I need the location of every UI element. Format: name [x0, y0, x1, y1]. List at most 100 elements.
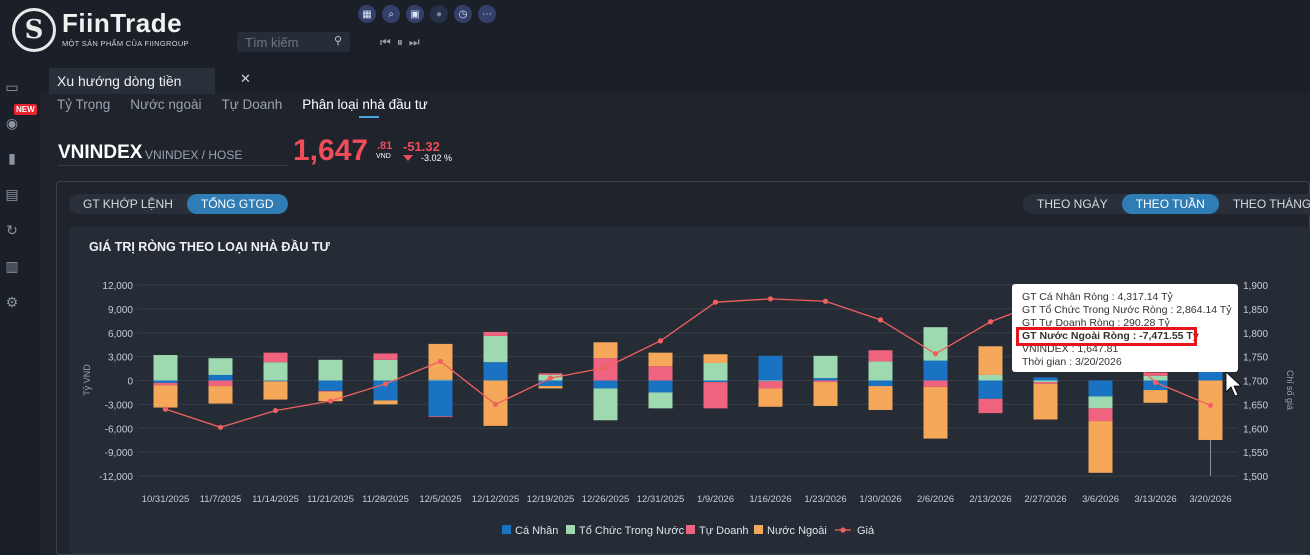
document-icon[interactable]: ▥ [5, 257, 19, 274]
chart-tooltip: GT Cá Nhân Ròng : 4,317.14 Tỷ GT Tổ Chức… [1012, 284, 1238, 372]
y2-tick-label: 1,700 [1243, 377, 1268, 388]
price-point [767, 296, 774, 302]
y2-tick-label: 1,500 [1243, 472, 1268, 483]
tooltip-ca-nhan: GT Cá Nhân Ròng : 4,317.14 Tỷ [1022, 291, 1173, 303]
window-icon[interactable]: ▭ [5, 78, 19, 95]
save-icon[interactable]: ▤ [5, 185, 19, 202]
bar-segment [813, 380, 838, 383]
bar-segment [978, 374, 1003, 381]
bar-segment [318, 359, 343, 381]
gear-icon[interactable]: ⚙ [5, 293, 19, 310]
y2-tick-label: 1,900 [1243, 281, 1268, 292]
y-tick-label: 12,000 [102, 281, 133, 292]
bar-segment [1088, 421, 1113, 473]
search-chart-icon[interactable]: ⌕ [382, 5, 400, 23]
tooltip-vnindex: VNINDEX : 1,647.81 [1022, 343, 1119, 355]
table-icon[interactable]: ▦ [358, 5, 376, 23]
refresh-icon[interactable]: ↻ [6, 221, 18, 238]
price-point [162, 406, 169, 412]
y-tick-label: -12,000 [99, 472, 133, 483]
x-tick-label: 1/23/2026 [804, 494, 846, 505]
x-tick-label: 2/27/2026 [1024, 494, 1066, 505]
price-point [437, 358, 444, 364]
x-tick-label: 3/6/2026 [1082, 494, 1119, 505]
skip-back-icon[interactable]: ⏮ [380, 35, 391, 49]
bar-segment [978, 398, 1003, 414]
bar-segment [758, 388, 783, 407]
fiintrade-logo[interactable]: S [12, 8, 56, 52]
clock-icon[interactable]: ◷ [454, 5, 472, 23]
tooltip-tu-doanh: GT Tự Doanh Ròng : 290.28 Tỷ [1022, 317, 1170, 329]
legend-marker [840, 527, 846, 533]
bar-segment [813, 355, 838, 379]
bar-segment [758, 380, 783, 382]
bar-segment [208, 358, 233, 375]
theo-tuan-button[interactable]: THEO TUẦN [1121, 194, 1219, 214]
bar-segment [263, 380, 288, 382]
legend-swatch [566, 525, 575, 534]
search-icon[interactable]: ⚲ [333, 35, 342, 47]
gift-icon[interactable]: ▣ [406, 5, 424, 23]
price-point [657, 338, 664, 344]
price-change-pct: -3.02 % [421, 153, 453, 163]
bar-segment [483, 331, 508, 336]
legend-label: Nước Ngoài [767, 525, 827, 537]
x-tick-label: 11/14/2025 [252, 494, 299, 505]
x-tick-label: 2/13/2026 [969, 494, 1011, 505]
y2-tick-label: 1,650 [1243, 400, 1268, 411]
x-tick-label: 10/31/2025 [142, 494, 190, 505]
bar-segment [373, 359, 398, 381]
theo-thang-button[interactable]: THEO THÁNG [1232, 197, 1310, 211]
divider [58, 165, 288, 166]
x-tick-label: 1/16/2026 [749, 494, 791, 505]
gt-khop-lenh-button[interactable]: GT KHỚP LỆNH [83, 197, 173, 211]
bar-segment [208, 386, 233, 404]
bar-segment [868, 386, 893, 410]
tab-dong-tien[interactable]: Xu hướng dòng tiền [49, 68, 215, 94]
legend-swatch [686, 525, 695, 534]
subtab-ty-trong[interactable]: Tỷ Trọng [57, 97, 111, 112]
x-tick-label: 11/7/2025 [200, 494, 242, 505]
tooltip-to-chuc: GT Tổ Chức Trong Nước Ròng : 2,864.14 Tỷ [1022, 304, 1232, 316]
top-bar: S FiinTrade MỘT SẢN PHẨM CỦA FIINGROUP ▦… [0, 0, 1310, 66]
tooltip-nuoc-ngoai: GT Nước Ngoài Ròng : -7,471.55 Tỷ [1022, 330, 1199, 342]
bar-segment [648, 392, 673, 409]
bar-segment [1143, 390, 1168, 403]
pause-icon[interactable]: ⏸ [396, 35, 403, 49]
price-point [327, 398, 334, 404]
new-badge: NEW [14, 104, 37, 115]
price-unit: VND [376, 153, 391, 160]
bar-segment [703, 354, 728, 363]
tong-gtgd-button[interactable]: TỔNG GTGD [186, 194, 288, 214]
legend-label: Tự Doanh [699, 525, 749, 537]
mouse-cursor-icon [1225, 371, 1243, 397]
theo-ngay-button[interactable]: THEO NGÀY [1037, 197, 1108, 211]
bar-segment [373, 353, 398, 360]
bar-segment [428, 416, 453, 418]
price-point [1207, 402, 1214, 408]
player-controls: ⏮ ⏸ ⏭ [380, 35, 420, 50]
more-icon[interactable]: ⋯ [478, 5, 496, 23]
x-tick-label: 2/6/2026 [917, 494, 954, 505]
bar-segment [868, 350, 893, 362]
subtab-nuoc-ngoai[interactable]: Nước ngoài [130, 97, 202, 112]
y2-tick-label: 1,800 [1243, 329, 1268, 340]
skip-forward-icon[interactable]: ⏭ [408, 35, 420, 49]
search-input[interactable] [245, 34, 325, 50]
price-point [602, 365, 609, 371]
close-icon[interactable]: ✕ [240, 71, 251, 86]
y2-tick-label: 1,750 [1243, 353, 1268, 364]
subtab-phan-loai[interactable]: Phân loại nhà đầu tư [302, 97, 428, 112]
info-icon[interactable]: ● [430, 5, 448, 23]
x-tick-label: 12/19/2025 [527, 494, 575, 505]
x-tick-label: 3/13/2026 [1134, 494, 1176, 505]
subtab-tu-doanh[interactable]: Tự Doanh [221, 97, 283, 112]
bar-segment [263, 352, 288, 363]
bar-segment [593, 342, 618, 359]
quick-tools: ▦ ⌕ ▣ ● ◷ ⋯ [358, 5, 496, 23]
sub-tabs: Tỷ Trọng Nước ngoài Tự Doanh Phân loại n… [57, 97, 428, 118]
film-icon[interactable]: ▮ [8, 149, 16, 166]
broadcast-icon[interactable]: ◉ [5, 114, 19, 131]
price-point [877, 317, 884, 323]
